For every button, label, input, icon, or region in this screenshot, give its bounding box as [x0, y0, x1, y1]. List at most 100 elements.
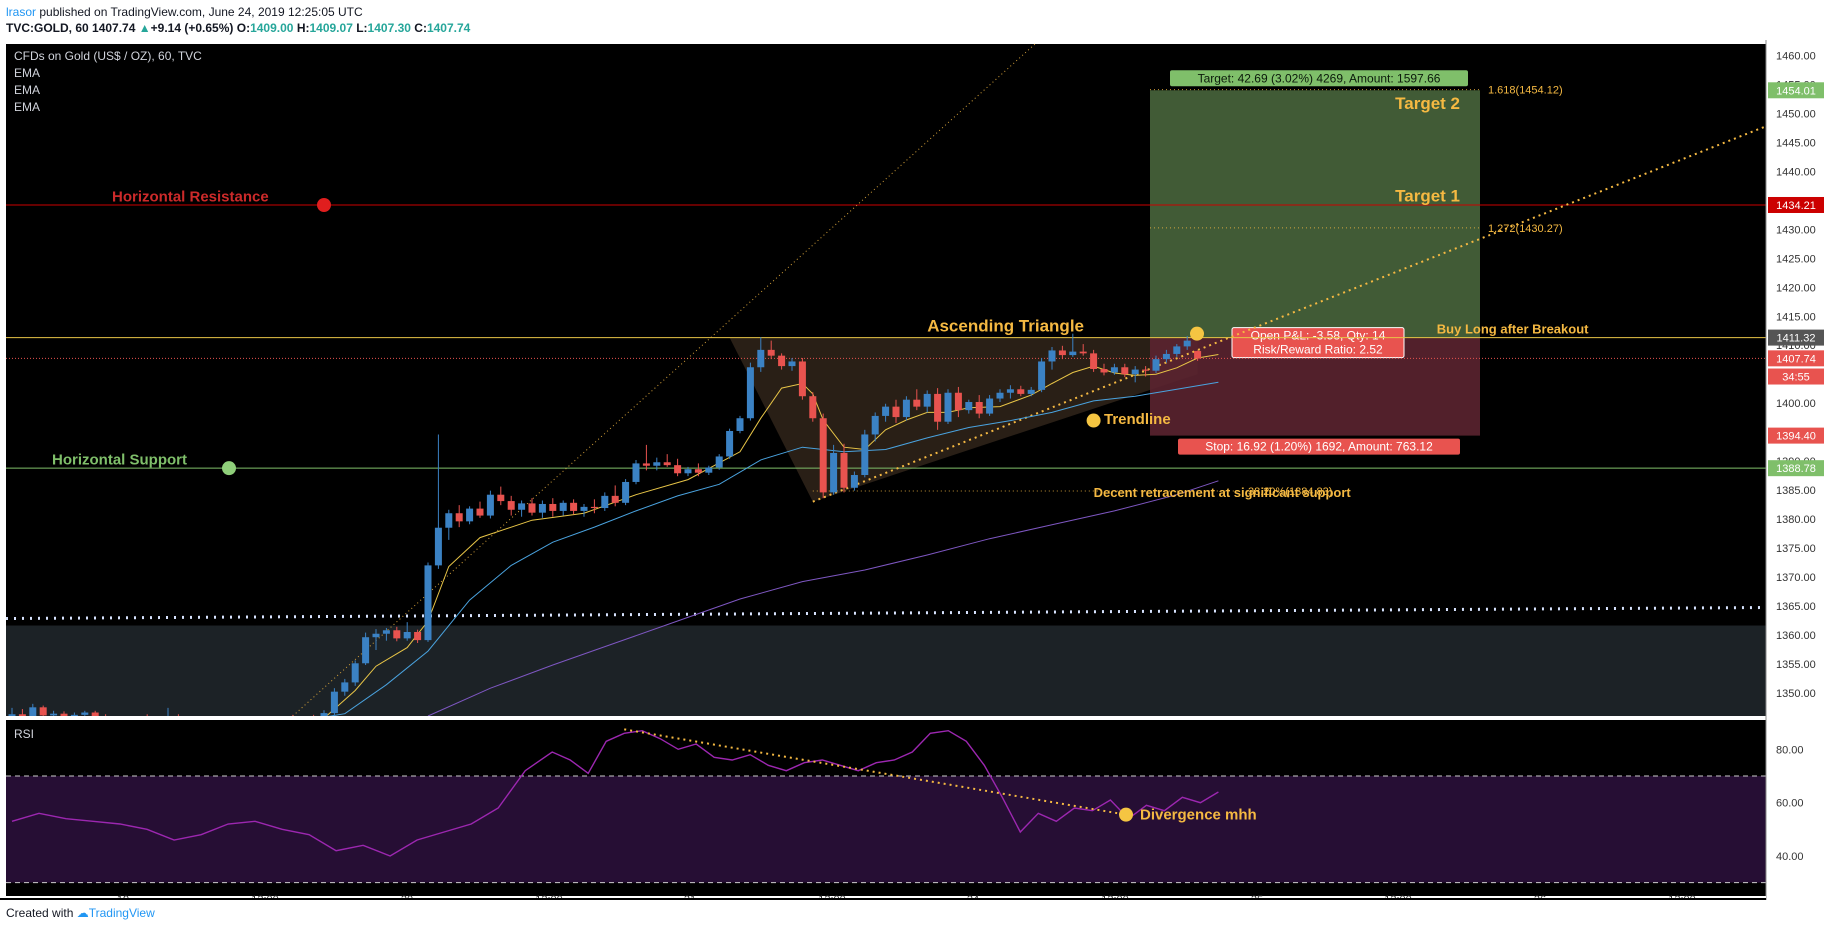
candle[interactable] — [902, 399, 910, 418]
candle[interactable] — [559, 502, 567, 511]
candle[interactable] — [653, 462, 661, 466]
candle[interactable] — [1121, 367, 1129, 375]
candle[interactable] — [330, 691, 338, 714]
candle[interactable] — [39, 707, 47, 716]
candle[interactable] — [778, 355, 786, 367]
candle[interactable] — [528, 503, 536, 513]
candle[interactable] — [736, 418, 744, 431]
candle[interactable] — [944, 392, 952, 422]
candle[interactable] — [455, 513, 463, 522]
candle[interactable] — [580, 506, 588, 511]
candle[interactable] — [923, 393, 931, 407]
candle[interactable] — [850, 475, 858, 488]
candle[interactable] — [1069, 351, 1077, 356]
candle[interactable] — [861, 434, 869, 476]
candle[interactable] — [341, 682, 349, 692]
candle[interactable] — [1162, 353, 1170, 360]
candle[interactable] — [1131, 369, 1139, 375]
candle[interactable] — [934, 393, 942, 422]
candle[interactable] — [1194, 351, 1202, 359]
candle[interactable] — [497, 494, 505, 502]
candle[interactable] — [1090, 353, 1098, 369]
candle[interactable] — [1152, 359, 1160, 371]
candle[interactable] — [351, 663, 359, 683]
candle[interactable] — [549, 503, 557, 511]
candle[interactable] — [830, 452, 838, 493]
candle[interactable] — [601, 495, 609, 509]
candle[interactable] — [1027, 389, 1035, 394]
candle[interactable] — [986, 398, 994, 414]
candle[interactable] — [1058, 350, 1066, 356]
candle[interactable] — [393, 630, 401, 639]
candle[interactable] — [1183, 340, 1191, 347]
candle[interactable] — [476, 508, 484, 516]
candle[interactable] — [726, 430, 734, 457]
candle[interactable] — [798, 361, 806, 397]
candle[interactable] — [362, 637, 370, 664]
ascending-trendline[interactable] — [812, 125, 1767, 503]
candle[interactable] — [466, 508, 474, 522]
candle[interactable] — [434, 527, 442, 566]
candle[interactable] — [954, 392, 962, 411]
candle[interactable] — [1038, 361, 1046, 390]
candle[interactable] — [622, 481, 630, 503]
candle[interactable] — [8, 714, 16, 718]
candle[interactable] — [965, 402, 973, 411]
candle[interactable] — [684, 469, 692, 474]
candle[interactable] — [1142, 369, 1150, 371]
candle[interactable] — [642, 463, 650, 466]
candle[interactable] — [486, 494, 494, 516]
candle[interactable] — [372, 633, 380, 638]
candle[interactable] — [882, 406, 890, 416]
candle[interactable] — [518, 503, 526, 510]
candle[interactable] — [1017, 389, 1025, 394]
candle[interactable] — [694, 469, 702, 473]
candle[interactable] — [674, 465, 682, 474]
candle[interactable] — [91, 712, 99, 718]
tradingview-logo-icon[interactable]: ☁ — [76, 906, 89, 920]
candle[interactable] — [403, 632, 411, 639]
candle[interactable] — [60, 713, 68, 717]
trendline-marker[interactable] — [1086, 413, 1101, 428]
candle[interactable] — [1048, 350, 1056, 362]
candle[interactable] — [507, 501, 515, 510]
candle[interactable] — [424, 565, 432, 641]
candle[interactable] — [840, 452, 848, 488]
candle[interactable] — [809, 396, 817, 419]
resistance-marker[interactable] — [317, 197, 331, 212]
candle[interactable] — [1100, 368, 1108, 373]
candle[interactable] — [975, 402, 983, 414]
support-marker[interactable] — [222, 461, 236, 476]
candle[interactable] — [913, 399, 921, 407]
candle[interactable] — [767, 349, 775, 356]
candle[interactable] — [715, 456, 723, 468]
candle[interactable] — [1110, 367, 1118, 373]
candle[interactable] — [663, 462, 671, 466]
candle[interactable] — [18, 714, 26, 717]
candle[interactable] — [871, 415, 879, 435]
candle[interactable] — [70, 714, 78, 717]
candle[interactable] — [611, 495, 619, 503]
candle[interactable] — [414, 632, 422, 641]
divergence-line[interactable] — [624, 728, 1127, 816]
author-link[interactable]: lrasor — [6, 5, 37, 19]
price-chart[interactable]: Target: 42.69 (3.02%) 4269, Amount: 1597… — [0, 40, 1828, 900]
tradingview-link[interactable]: TradingView — [88, 906, 155, 920]
candle[interactable] — [570, 502, 578, 511]
candle[interactable] — [445, 513, 453, 528]
divergence-marker[interactable] — [1119, 807, 1133, 822]
candle[interactable] — [819, 418, 827, 493]
candle[interactable] — [746, 367, 754, 419]
candle[interactable] — [29, 707, 37, 717]
candle[interactable] — [632, 463, 640, 482]
candle[interactable] — [1006, 389, 1014, 393]
candle[interactable] — [705, 467, 713, 473]
candle[interactable] — [757, 349, 765, 368]
candle[interactable] — [892, 406, 900, 418]
target-zone[interactable] — [1150, 90, 1480, 338]
candle[interactable] — [1173, 346, 1181, 354]
candle[interactable] — [538, 503, 546, 513]
candle[interactable] — [590, 506, 598, 509]
candle[interactable] — [1079, 351, 1087, 354]
breakout-marker[interactable] — [1190, 326, 1204, 341]
